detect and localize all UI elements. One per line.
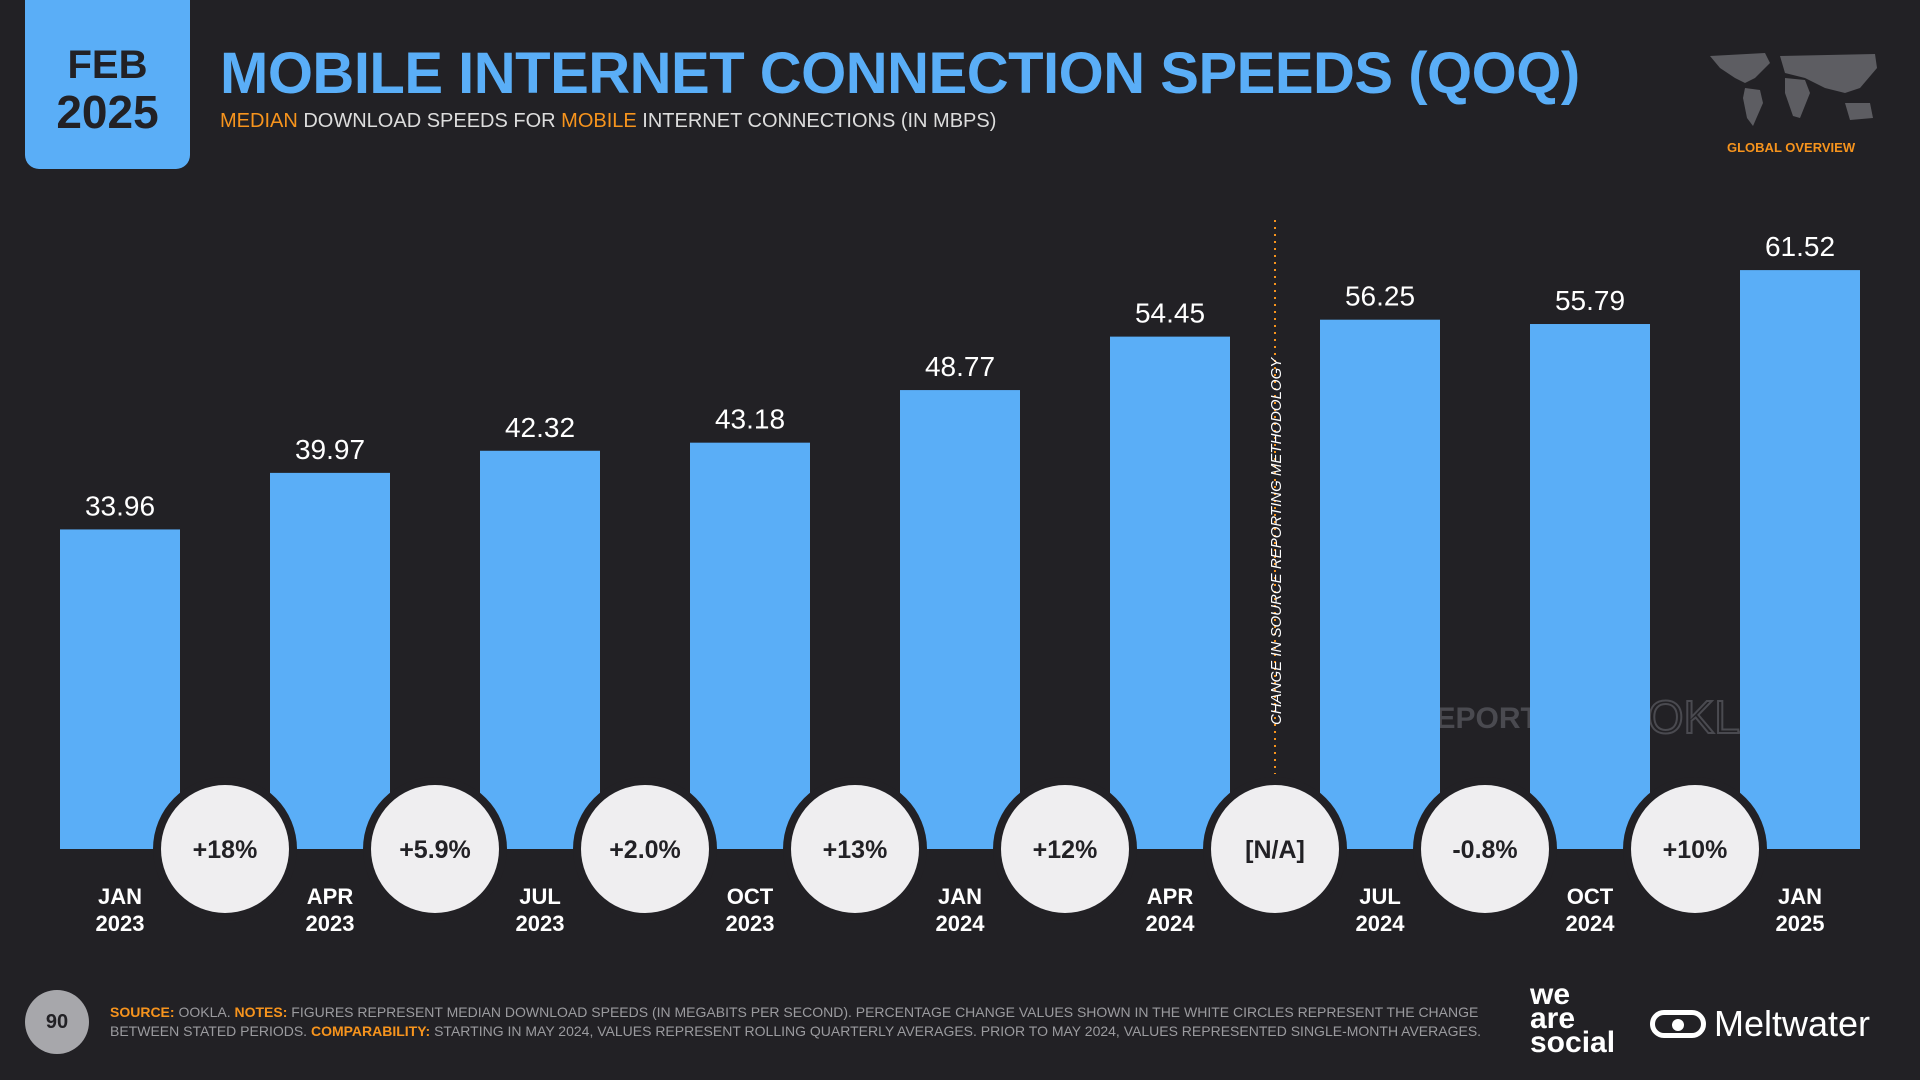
bar — [900, 390, 1020, 849]
region-label: GLOBAL OVERVIEW — [1727, 140, 1856, 155]
x-label-year: 2024 — [936, 911, 986, 936]
methodology-annotation: CHANGE IN SOURCE REPORTING METHODOLOGY — [1268, 357, 1285, 725]
x-label-month: JUL — [1359, 884, 1401, 909]
x-label-year: 2025 — [1776, 911, 1825, 936]
bar — [60, 529, 180, 849]
x-label-month: APR — [1147, 884, 1194, 909]
change-circle — [1001, 785, 1129, 913]
value-label: 56.25 — [1345, 281, 1415, 312]
x-label-year: 2023 — [516, 911, 565, 936]
x-label-month: JAN — [1778, 884, 1822, 909]
x-label-month: OCT — [1567, 884, 1614, 909]
change-circle — [371, 785, 499, 913]
change-label: +10% — [1663, 836, 1728, 864]
x-label-year: 2024 — [1146, 911, 1196, 936]
change-label: +12% — [1033, 836, 1098, 864]
change-label: +18% — [193, 836, 258, 864]
value-label: 42.32 — [505, 412, 575, 443]
footer-notes: SOURCE: OOKLA. NOTES: FIGURES REPRESENT … — [110, 1004, 1482, 1039]
value-label: 39.97 — [295, 434, 365, 465]
value-label: 48.77 — [925, 351, 995, 382]
x-label-year: 2024 — [1566, 911, 1616, 936]
x-label-month: JUL — [519, 884, 561, 909]
change-label: +5.9% — [399, 836, 471, 864]
change-circle — [791, 785, 919, 913]
bar — [690, 442, 810, 849]
x-label-year: 2024 — [1356, 911, 1406, 936]
change-circle — [1211, 785, 1339, 913]
x-label-month: JAN — [938, 884, 982, 909]
bar — [1530, 324, 1650, 849]
value-label: 61.52 — [1765, 231, 1835, 262]
meltwater-logo: Meltwater — [1650, 1003, 1870, 1045]
meltwater-icon — [1650, 1010, 1706, 1038]
x-label-month: JAN — [98, 884, 142, 909]
change-circle — [161, 785, 289, 913]
page-number: 90 — [25, 990, 89, 1054]
bar — [1110, 336, 1230, 849]
x-label-month: OCT — [727, 884, 774, 909]
x-label-year: 2023 — [96, 911, 145, 936]
page-title: MOBILE INTERNET CONNECTION SPEEDS (QOQ) — [220, 41, 1580, 106]
date-badge: FEB 2025 — [25, 0, 190, 169]
page-subtitle: MEDIAN DOWNLOAD SPEEDS FOR MOBILE INTERN… — [220, 110, 997, 132]
value-label: 43.18 — [715, 404, 785, 435]
value-label: 54.45 — [1135, 298, 1205, 329]
change-circle — [581, 785, 709, 913]
change-label: +13% — [823, 836, 888, 864]
date-month: FEB — [67, 42, 148, 87]
value-label: 33.96 — [85, 490, 155, 521]
bar — [270, 472, 390, 849]
change-label: +2.0% — [609, 836, 681, 864]
value-label: 55.79 — [1555, 285, 1625, 316]
x-label-year: 2023 — [726, 911, 775, 936]
we-are-social-logo: we are social — [1530, 978, 1616, 1059]
bar — [1320, 319, 1440, 849]
world-map-icon — [1710, 53, 1877, 126]
x-label-year: 2023 — [306, 911, 355, 936]
bar — [480, 450, 600, 849]
change-circle — [1421, 785, 1549, 913]
change-circle — [1631, 785, 1759, 913]
x-label-month: APR — [307, 884, 354, 909]
change-label: -0.8% — [1452, 836, 1517, 864]
bar — [1740, 270, 1860, 849]
change-label: [N/A] — [1245, 836, 1305, 864]
date-year: 2025 — [56, 85, 159, 138]
